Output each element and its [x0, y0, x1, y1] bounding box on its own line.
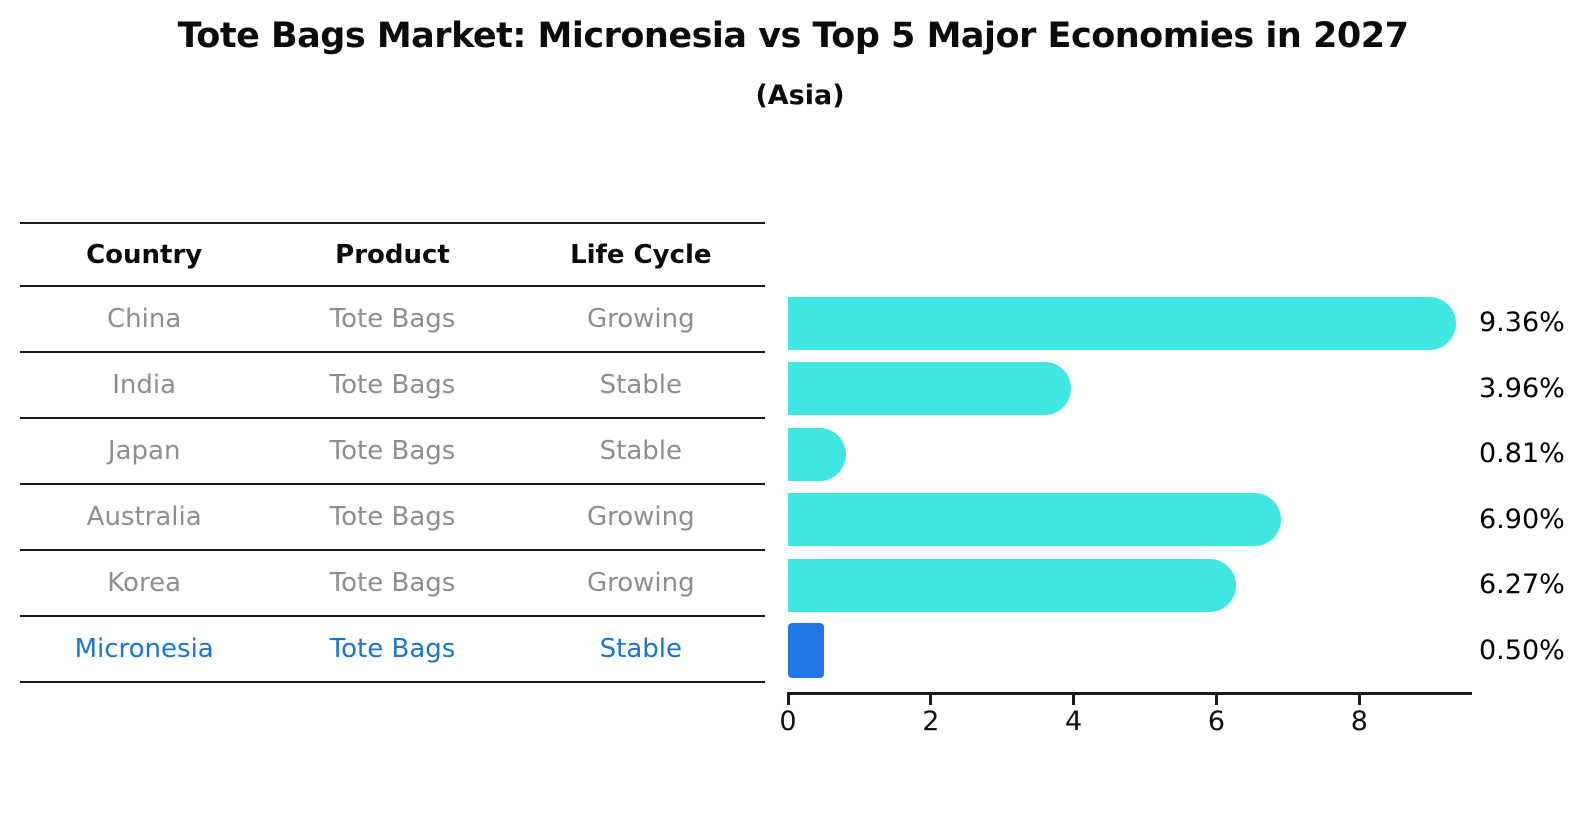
x-tick-label-4: 4	[1065, 706, 1083, 737]
column-header-product: Product	[335, 239, 450, 270]
cell-life-cycle: Growing	[586, 304, 695, 334]
x-tick-label-0: 0	[779, 706, 797, 737]
cell-product: Tote Bags	[329, 370, 456, 400]
bar-korea	[788, 558, 1236, 612]
value-label-china: 9.36%	[1479, 307, 1565, 338]
x-axis-line	[787, 692, 1472, 695]
x-tick-mark-6	[1214, 695, 1218, 705]
table-row-micronesia: Micronesia Tote Bags Stable	[20, 617, 765, 683]
table-row-india: India Tote Bags Stable	[20, 353, 765, 419]
table-row-china: China Tote Bags Growing	[20, 287, 765, 353]
cell-life-cycle: Growing	[586, 568, 695, 598]
cell-country: China	[107, 304, 182, 334]
value-label-australia: 6.90%	[1479, 503, 1565, 535]
x-tick-mark-2	[929, 695, 933, 705]
x-tick-mark-0	[786, 695, 790, 705]
value-label-korea: 6.27%	[1479, 569, 1565, 600]
cell-product: Tote Bags	[329, 436, 456, 466]
cell-life-cycle: Stable	[599, 370, 682, 400]
bar-japan	[788, 427, 846, 481]
cell-life-cycle: Growing	[586, 502, 695, 532]
cell-product: Tote Bags	[329, 634, 456, 664]
table-body: China Tote Bags Growing India Tote Bags Stabl…	[20, 287, 765, 683]
chart-title: Tote Bags Market: Micronesia vs Top 5 Ma…	[177, 16, 1409, 56]
x-tick-mark-4	[1072, 695, 1076, 705]
cell-product: Tote Bags	[329, 568, 456, 598]
cell-country: Australia	[86, 502, 202, 532]
table-row-australia: Australia Tote Bags Growing	[20, 485, 765, 551]
cell-country: Micronesia	[74, 634, 214, 664]
x-tick-label-2: 2	[922, 706, 940, 737]
x-tick-label-6: 6	[1207, 706, 1226, 737]
table-row-japan: Japan Tote Bags Stable	[20, 419, 765, 485]
bar-micronesia	[788, 623, 824, 678]
x-tick-mark-8	[1357, 695, 1361, 705]
table-row-korea: Korea Tote Bags Growing	[20, 551, 765, 617]
cell-product: Tote Bags	[329, 304, 456, 334]
column-header-life-cycle: Life Cycle	[570, 239, 712, 270]
value-label-japan: 0.81%	[1479, 438, 1565, 469]
cell-life-cycle: Stable	[599, 634, 682, 664]
country-table: Country Product Life Cycle China Tote Bag…	[20, 222, 765, 683]
bar-australia	[788, 493, 1281, 546]
chart-subtitle: (Asia)	[755, 80, 845, 111]
value-label-india: 3.96%	[1479, 372, 1565, 404]
bar-india	[788, 362, 1071, 415]
bar-china	[788, 296, 1456, 350]
table-header-row: Country Product Life Cycle	[20, 224, 765, 287]
cell-country: Korea	[107, 568, 182, 598]
cell-life-cycle: Stable	[599, 436, 682, 466]
column-header-country: Country	[86, 239, 203, 270]
value-label-micronesia: 0.50%	[1479, 634, 1565, 666]
cell-country: India	[112, 370, 177, 400]
x-tick-label-8: 8	[1350, 706, 1368, 737]
cell-product: Tote Bags	[329, 502, 456, 532]
cell-country: Japan	[107, 436, 181, 466]
